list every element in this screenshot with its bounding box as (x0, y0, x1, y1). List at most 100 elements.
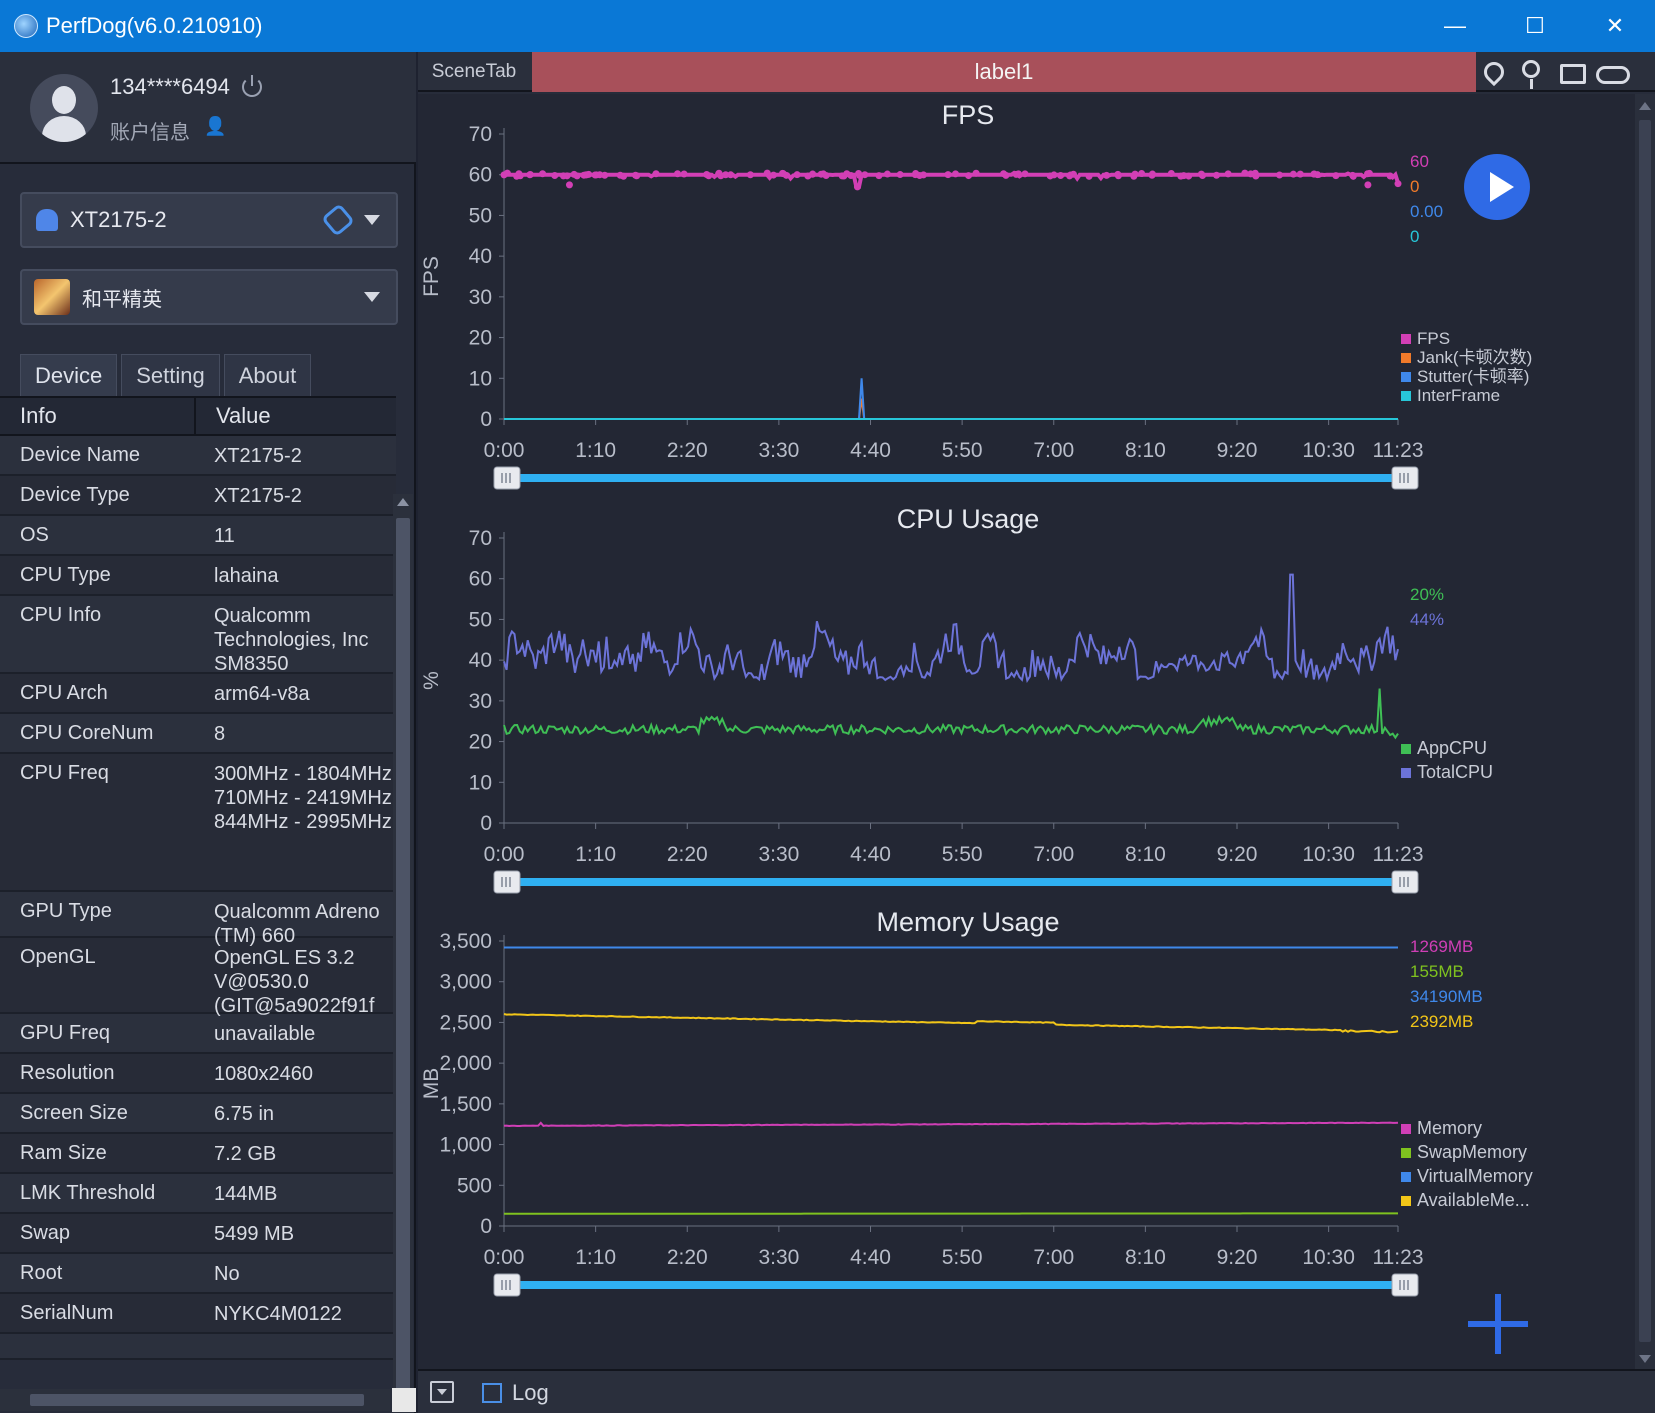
data-point (559, 172, 567, 180)
right-panel: SceneTab label1 FPS FPS 0 10 20 30 40 50 60 70 0:0… (418, 52, 1655, 1413)
data-point (1197, 170, 1205, 178)
legend-label: SwapMemory (1417, 1142, 1527, 1162)
table-row[interactable]: GPU Type Qualcomm Adreno (TM) 660 (0, 892, 396, 947)
info-key: CPU Freq (20, 762, 109, 784)
connection-link-icon[interactable] (321, 203, 355, 237)
slider-handle-right[interactable] (1391, 1273, 1419, 1297)
scene-tab[interactable]: SceneTab (431, 61, 517, 82)
table-row[interactable]: LMK Threshold 144MB (0, 1174, 396, 1214)
table-row[interactable]: CPU Info Qualcomm Technologies, Inc SM835… (0, 596, 396, 675)
x-tick-label: 2:20 (667, 843, 708, 866)
x-tick-label: 5:50 (942, 1246, 983, 1269)
log-label[interactable]: Log (512, 1380, 549, 1405)
info-key: CPU CoreNum (20, 722, 154, 744)
x-tick-label: 2:20 (667, 1246, 708, 1269)
tab-about[interactable]: About (223, 354, 312, 396)
chevron-down-icon[interactable] (364, 215, 380, 225)
log-checkbox[interactable] (482, 1383, 502, 1403)
slider-handle-right[interactable] (1391, 870, 1419, 894)
logout-power-icon[interactable] (242, 75, 262, 97)
table-row[interactable]: Device Name XT2175-2 (0, 436, 396, 476)
y-tick-label: 1,500 (439, 1093, 492, 1116)
data-point (804, 172, 812, 180)
chevron-down-icon[interactable] (364, 292, 380, 302)
current-value: 2392MB (1410, 1012, 1473, 1031)
device-select-value: XT2175-2 (70, 207, 167, 232)
table-row[interactable]: CPU CoreNum 8 (0, 714, 396, 754)
info-vertical-scrollbar[interactable] (393, 494, 413, 1413)
marker-pin-icon[interactable] (1522, 60, 1540, 89)
tab-device[interactable]: Device (20, 354, 118, 396)
table-row[interactable]: Screen Size 6.75 in (0, 1094, 396, 1134)
info-horizontal-scrollbar[interactable] (0, 1389, 390, 1411)
table-row[interactable]: Resolution 1080x2460 (0, 1054, 396, 1094)
series-line-memory (503, 1121, 1399, 1128)
time-range-slider-track (516, 1281, 1410, 1289)
slider-handle-left[interactable] (493, 466, 521, 490)
data-point (838, 172, 846, 180)
title-bar: PerfDog(v6.0.210910) — ☐ ✕ (0, 0, 1655, 52)
table-row[interactable]: CPU Arch arm64-v8a (0, 674, 396, 714)
data-point (1310, 170, 1318, 178)
table-row[interactable]: Ram Size 7.2 GB (0, 1134, 396, 1174)
table-row[interactable]: OpenGL OpenGL ES 3.2 V@0530.0 (GIT@5a9022… (0, 938, 396, 1017)
collapse-dropdown-button[interactable] (430, 1381, 454, 1403)
app-select-value: 和平精英 (82, 286, 162, 311)
chart-title: Memory Usage (876, 907, 1059, 937)
account-info-link[interactable]: 账户信息 (110, 120, 190, 144)
tab-setting[interactable]: Setting (121, 354, 220, 396)
column-header-info[interactable]: Info (0, 398, 196, 434)
close-button[interactable]: ✕ (1605, 13, 1625, 38)
device-select[interactable]: XT2175-2 (20, 192, 398, 248)
left-panel: 134****6494 账户信息 👤 XT2175-2 和平精英 Device … (0, 52, 416, 1413)
info-key (0, 1334, 196, 1358)
x-tick-label: 8:10 (1125, 439, 1166, 462)
account-section: 134****6494 账户信息 👤 (0, 52, 416, 164)
table-row[interactable]: GPU Freq unavailable (0, 1014, 396, 1054)
table-row[interactable]: Root No (0, 1254, 396, 1294)
charts-vertical-scrollbar[interactable] (1635, 94, 1655, 1369)
current-value: 44% (1410, 610, 1444, 629)
y-axis-label: MB (420, 1068, 443, 1100)
legend-swatch (1401, 334, 1411, 344)
slider-handle-right[interactable] (1391, 466, 1419, 490)
legend-label: InterFrame (1417, 386, 1500, 405)
location-pin-icon[interactable] (1479, 57, 1509, 87)
app-select[interactable]: 和平精英 (20, 269, 398, 325)
y-tick-label: 500 (457, 1174, 492, 1197)
avatar[interactable] (30, 74, 98, 142)
column-header-value[interactable]: Value (216, 403, 271, 428)
table-row[interactable]: CPU Type lahaina (0, 556, 396, 596)
legend-label: TotalCPU (1417, 762, 1493, 782)
scroll-up-icon[interactable] (1639, 102, 1651, 110)
data-point (503, 169, 511, 177)
data-point (944, 171, 952, 179)
table-row[interactable]: CPU Freq 300MHz - 1804MHz 710MHz - 2419MH… (0, 754, 396, 892)
slider-handle-left[interactable] (493, 870, 521, 894)
table-row[interactable]: OS 11 (0, 516, 396, 556)
x-tick-label: 1:10 (575, 1246, 616, 1269)
cloud-icon[interactable] (1596, 66, 1630, 84)
data-point (705, 172, 713, 180)
data-point (592, 171, 600, 179)
play-button[interactable] (1464, 154, 1530, 220)
minimize-button[interactable]: — (1444, 13, 1466, 38)
data-point (1002, 171, 1010, 179)
table-row[interactable]: Device Type XT2175-2 (0, 476, 396, 516)
data-point (585, 170, 593, 178)
data-point (855, 169, 863, 177)
add-chart-button[interactable] (1468, 1294, 1528, 1354)
maximize-button[interactable]: ☐ (1525, 13, 1545, 38)
scroll-up-icon[interactable] (397, 498, 409, 506)
user-settings-icon[interactable]: 👤 (204, 116, 227, 136)
table-row[interactable]: Swap 5499 MB (0, 1214, 396, 1254)
slider-handle-left[interactable] (493, 1273, 521, 1297)
table-row[interactable]: SerialNum NYKC4M0122 (0, 1294, 396, 1334)
x-tick-label: 7:00 (1033, 1246, 1074, 1269)
scene-label[interactable]: label1 (532, 52, 1476, 92)
table-row[interactable] (0, 1334, 396, 1360)
data-point (1241, 169, 1249, 177)
current-value: 60 (1410, 152, 1429, 171)
folder-icon[interactable] (1560, 64, 1586, 84)
scroll-down-icon[interactable] (1639, 1355, 1651, 1363)
